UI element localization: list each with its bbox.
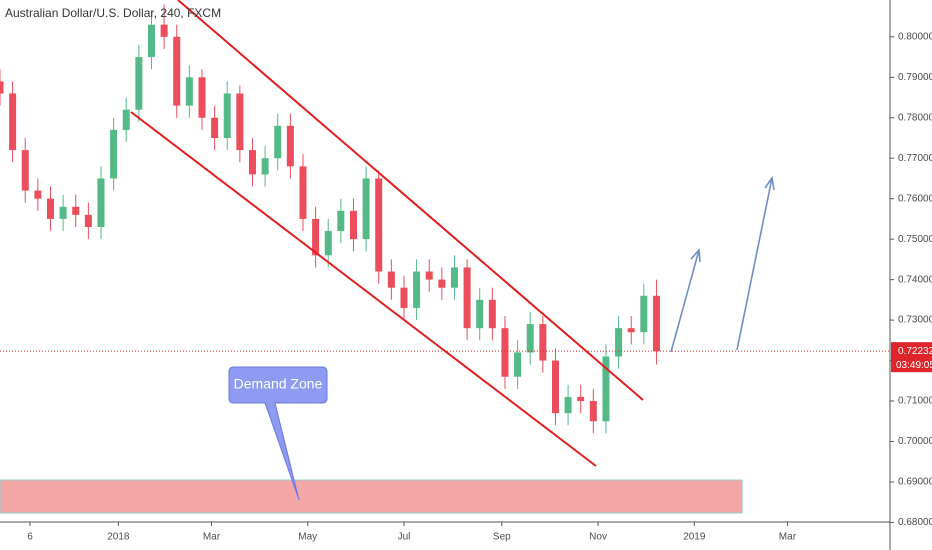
countdown-label: 03:49:05 (896, 360, 932, 371)
x-tick-label: 2019 (683, 532, 706, 543)
candle-body (46, 198, 54, 219)
candle-body (223, 93, 231, 138)
candle-body (185, 77, 193, 106)
candle-body (21, 150, 29, 191)
last-price-box (891, 342, 932, 373)
x-tick-label: Nov (589, 532, 607, 543)
x-tick-label: Mar (203, 532, 221, 543)
candle-body (34, 190, 42, 199)
candle-body (551, 360, 559, 414)
x-tick-label: Sep (493, 532, 511, 543)
y-tick-label: 0.77000 (898, 153, 932, 164)
candle-body (450, 267, 458, 288)
candle-body (539, 324, 547, 361)
projection-arrows (670, 175, 775, 353)
candle-body (312, 218, 320, 256)
candle-body (160, 24, 168, 37)
y-tick-label: 0.71000 (898, 396, 932, 407)
candle-body (501, 328, 509, 377)
candle-body (211, 117, 219, 138)
candle-body (337, 210, 345, 232)
x-tick-label: 6 (27, 532, 33, 543)
candle-body (349, 210, 357, 240)
candle-body (72, 206, 80, 215)
candle-body (640, 295, 648, 333)
chart-title: Australian Dollar/U.S. Dollar, 240, FXCM (5, 6, 221, 20)
y-tick-label: 0.69000 (898, 477, 932, 488)
candle-body (324, 231, 332, 256)
candle-body (110, 129, 118, 179)
y-tick-label: 0.79000 (898, 72, 932, 83)
y-tick-label: 0.74000 (898, 274, 932, 285)
y-tick-label: 0.75000 (898, 234, 932, 245)
candle-body (615, 328, 623, 357)
plot-area (0, 4, 890, 434)
candle-body (425, 271, 433, 280)
candle-body (652, 295, 660, 352)
y-tick-label: 0.80000 (898, 31, 932, 42)
candle-body (577, 396, 585, 402)
candle-body (0, 81, 4, 94)
channel-upper (177, 0, 644, 401)
y-tick-label: 0.76000 (898, 193, 932, 204)
x-tick-label: Mar (779, 532, 797, 543)
y-tick-label: 0.70000 (898, 436, 932, 447)
demand-zone (0, 479, 743, 514)
candle-body (413, 271, 421, 308)
x-tick-label: 2018 (107, 532, 130, 543)
y-tick-label: 0.68000 (898, 517, 932, 528)
callout (228, 366, 328, 501)
candle-body (147, 24, 155, 58)
candle-body (97, 178, 105, 228)
candle-body (375, 178, 383, 272)
callout-text: Demand Zone (234, 376, 323, 392)
candle-body (589, 401, 597, 422)
candle-body (9, 93, 17, 151)
candle-body (476, 299, 484, 329)
candle-body (59, 206, 67, 219)
candle-body (286, 125, 294, 167)
arrow-head (764, 175, 775, 191)
candle-body (463, 267, 471, 329)
arrow-head (690, 248, 701, 263)
candle-body (526, 324, 534, 353)
candle-body (400, 287, 408, 308)
y-tick-label: 0.78000 (898, 112, 932, 123)
candle-body (122, 109, 130, 130)
candle-body (438, 279, 446, 288)
candle-body (261, 158, 269, 175)
candle-body (274, 125, 282, 159)
candle-body (627, 328, 635, 333)
candle-body (248, 150, 256, 175)
candle-body (135, 57, 143, 110)
x-tick-label: May (298, 532, 317, 543)
channel-lower (130, 111, 597, 467)
candle-body (198, 77, 206, 118)
x-tick-label: Jul (398, 532, 411, 543)
candle-body (236, 93, 244, 151)
candle-body (387, 271, 395, 288)
candle-body (514, 352, 522, 377)
axes: 0.680000.690000.700000.710000.720000.730… (27, 31, 932, 543)
candle-body (488, 299, 496, 329)
candle-body (84, 214, 92, 228)
candle-body (173, 36, 181, 106)
candle-body (299, 166, 307, 219)
candle-body (564, 396, 572, 414)
arrow (670, 249, 700, 353)
candle-body (362, 178, 370, 240)
candle-body (602, 356, 610, 422)
last-price-label: 0.72232 (898, 346, 932, 357)
y-tick-label: 0.73000 (898, 315, 932, 326)
arrow (736, 177, 773, 351)
